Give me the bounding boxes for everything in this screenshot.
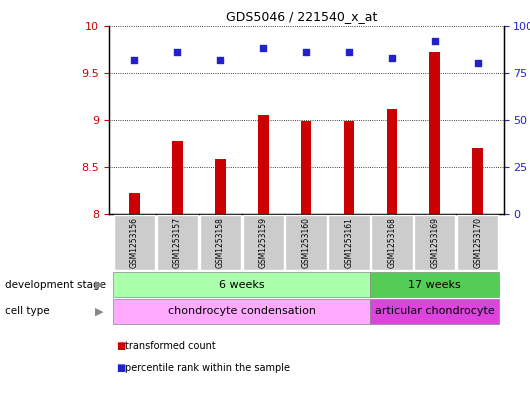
Bar <box>301 121 312 214</box>
Point <box>216 56 225 62</box>
FancyBboxPatch shape <box>243 215 284 270</box>
Text: GDS5046 / 221540_x_at: GDS5046 / 221540_x_at <box>226 10 378 23</box>
Text: articular chondrocyte: articular chondrocyte <box>375 306 494 316</box>
FancyBboxPatch shape <box>113 272 370 297</box>
Point <box>344 49 353 55</box>
Point <box>259 45 268 51</box>
Text: 6 weeks: 6 weeks <box>219 279 264 290</box>
Point <box>430 37 439 44</box>
Text: GSM1253161: GSM1253161 <box>344 217 354 268</box>
Bar <box>472 148 483 214</box>
Point <box>473 60 482 66</box>
FancyBboxPatch shape <box>414 215 455 270</box>
Bar <box>429 52 440 214</box>
Text: development stage: development stage <box>5 279 107 290</box>
Text: ■: ■ <box>117 363 126 373</box>
FancyBboxPatch shape <box>372 215 412 270</box>
FancyBboxPatch shape <box>113 299 370 323</box>
Text: GSM1253156: GSM1253156 <box>130 217 139 268</box>
Bar <box>215 160 226 214</box>
FancyBboxPatch shape <box>457 215 498 270</box>
Point <box>130 56 139 62</box>
Text: transformed count: transformed count <box>125 341 215 351</box>
FancyBboxPatch shape <box>114 215 155 270</box>
Text: GSM1253160: GSM1253160 <box>302 217 311 268</box>
Text: GSM1253159: GSM1253159 <box>259 217 268 268</box>
Bar <box>129 193 140 214</box>
FancyBboxPatch shape <box>157 215 198 270</box>
Text: cell type: cell type <box>5 306 50 316</box>
Bar <box>386 108 398 214</box>
Text: ■: ■ <box>117 341 126 351</box>
Point <box>302 49 311 55</box>
Text: 17 weeks: 17 weeks <box>409 279 461 290</box>
FancyBboxPatch shape <box>370 299 499 323</box>
Text: GSM1253168: GSM1253168 <box>387 217 396 268</box>
Point <box>387 55 396 61</box>
Text: GSM1253170: GSM1253170 <box>473 217 482 268</box>
Text: ▶: ▶ <box>95 306 103 316</box>
Text: GSM1253169: GSM1253169 <box>430 217 439 268</box>
Text: percentile rank within the sample: percentile rank within the sample <box>125 363 289 373</box>
Bar <box>343 121 355 214</box>
Bar <box>258 115 269 214</box>
Text: GSM1253157: GSM1253157 <box>173 217 182 268</box>
FancyBboxPatch shape <box>200 215 241 270</box>
Text: chondrocyte condensation: chondrocyte condensation <box>167 306 316 316</box>
FancyBboxPatch shape <box>370 272 499 297</box>
FancyBboxPatch shape <box>329 215 369 270</box>
Text: GSM1253158: GSM1253158 <box>216 217 225 268</box>
FancyBboxPatch shape <box>286 215 326 270</box>
Text: ▶: ▶ <box>95 279 103 290</box>
Point <box>173 49 182 55</box>
Bar <box>172 141 183 214</box>
